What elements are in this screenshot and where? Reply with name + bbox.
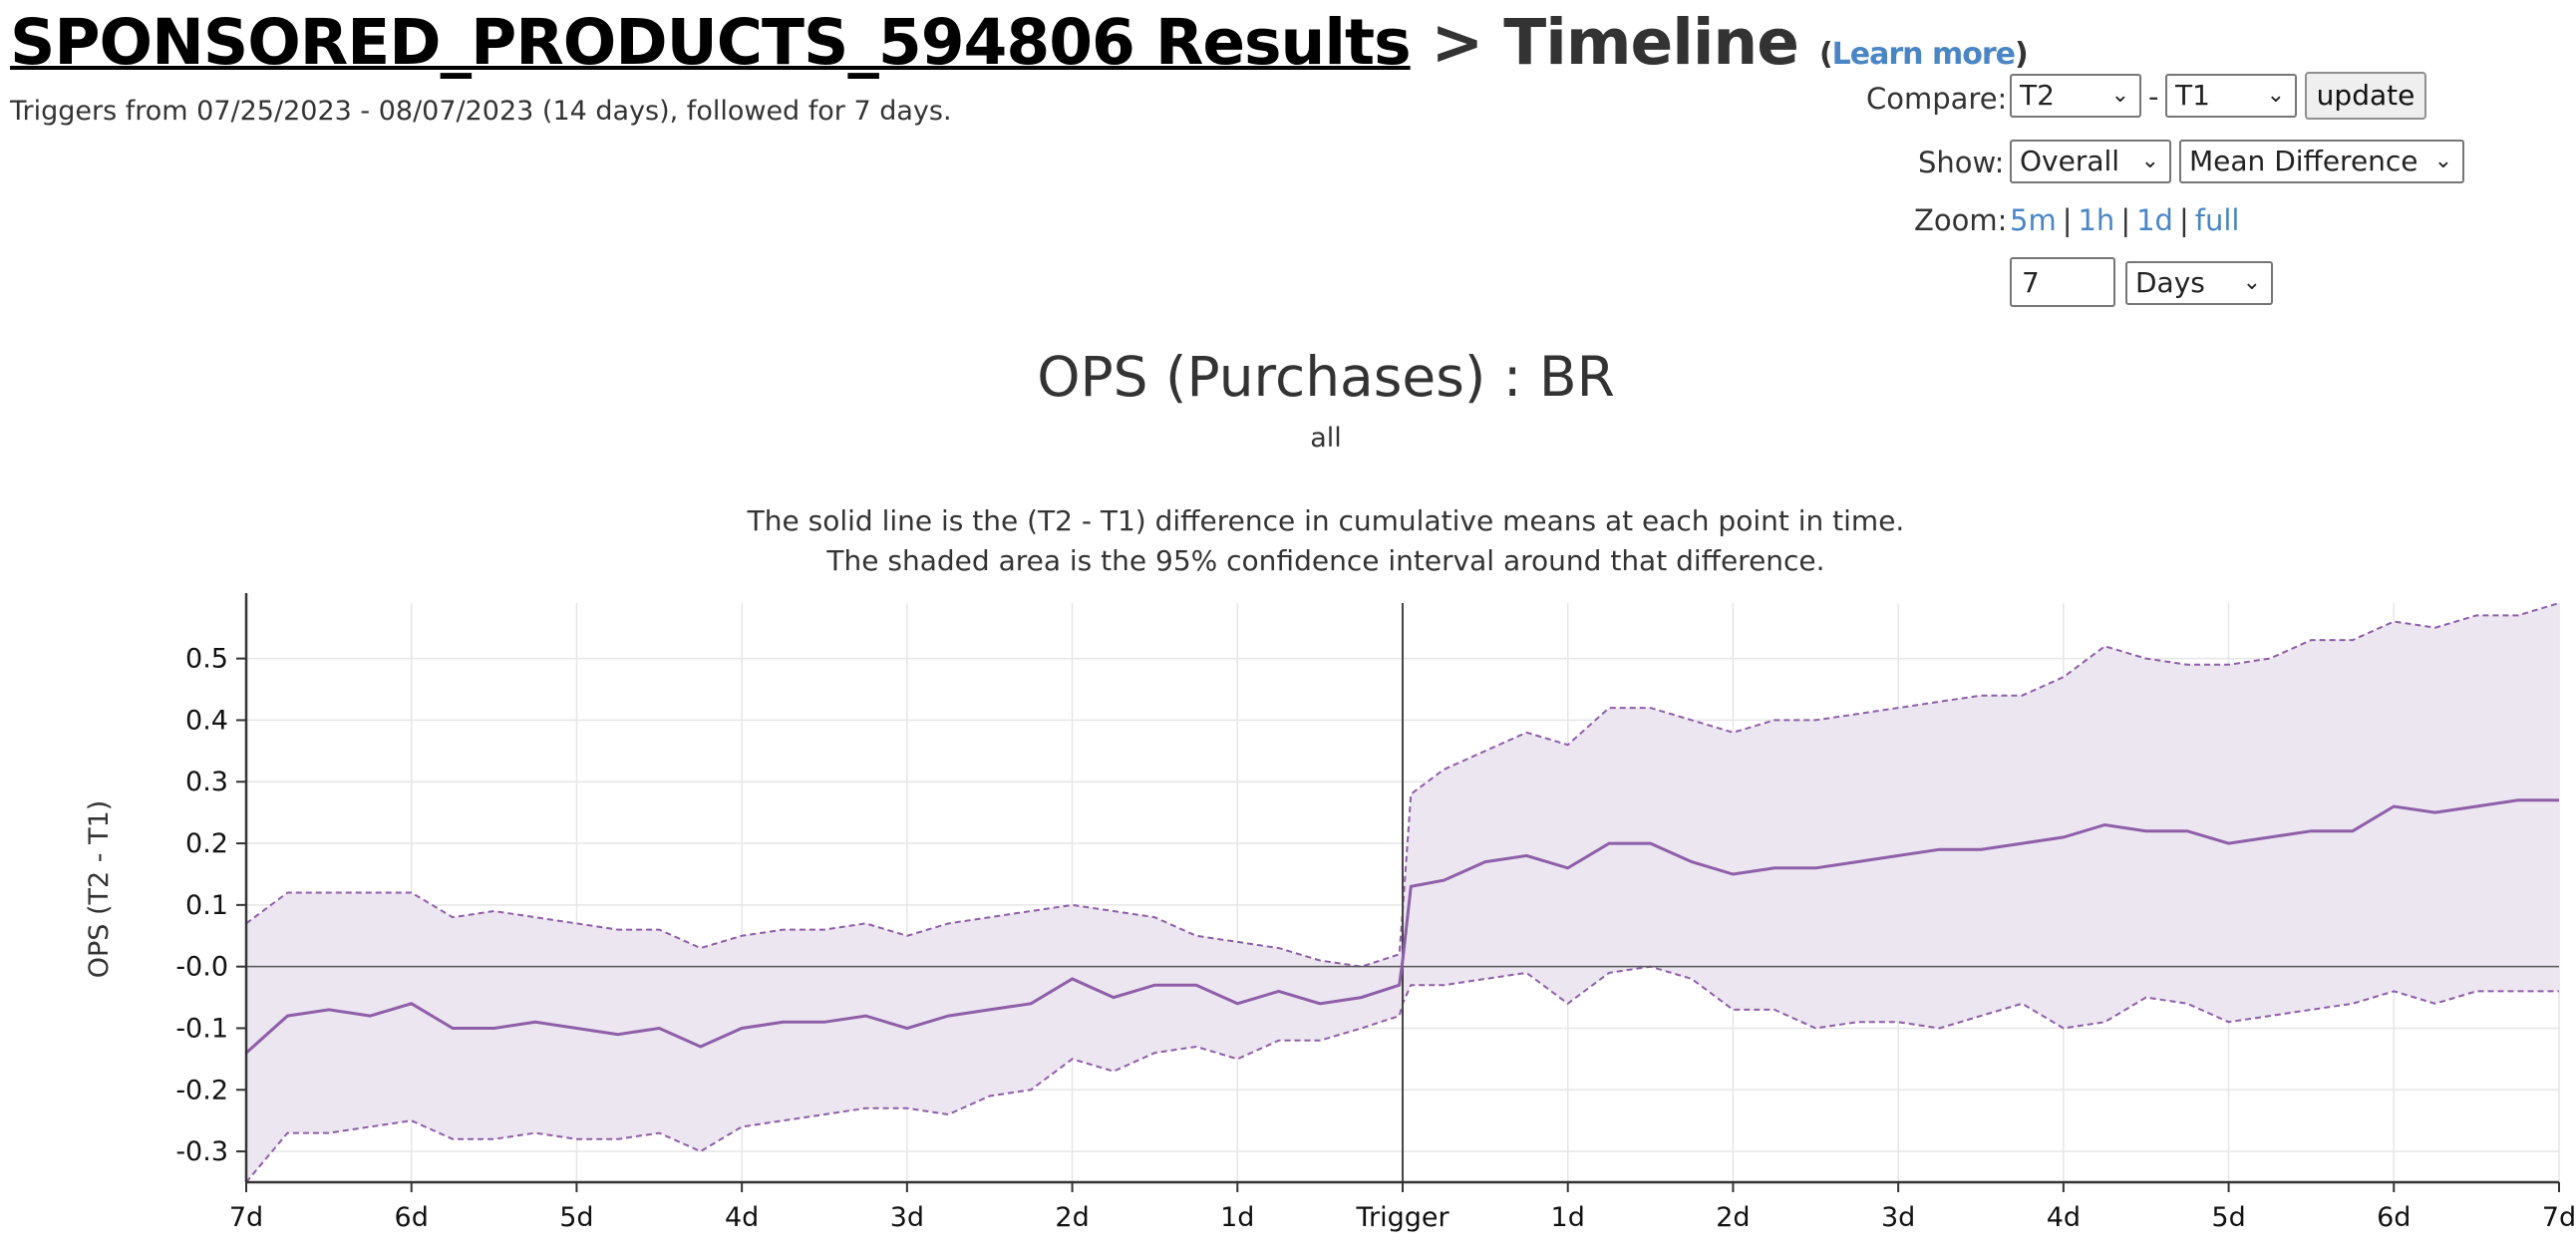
page-name: Timeline (1503, 6, 1799, 79)
zoom-5m-link[interactable]: 5m (2010, 203, 2057, 237)
y-tick-label: -0.1 (175, 1013, 228, 1044)
zoom-label: Zoom: (1914, 203, 2008, 237)
chevron-down-icon: ⌄ (2433, 149, 2452, 173)
y-tick-label: 0.4 (185, 705, 228, 736)
zoom-separator: | (2120, 203, 2131, 237)
show-scope-select[interactable]: Overall ⌄ (2010, 140, 2171, 183)
mean-difference-line (244, 798, 2559, 1055)
compare-separator: - (2148, 80, 2159, 114)
page-title: SPONSORED_PRODUCTS_594806 Results > Time… (10, 6, 2029, 79)
x-tick-label: 5d (559, 1202, 593, 1233)
duration-unit-value: Days (2135, 266, 2205, 299)
compare-label: Compare: (1866, 82, 2008, 116)
x-tick-label: 2d (1716, 1202, 1750, 1233)
zoom-1h-link[interactable]: 1h (2078, 203, 2115, 237)
duration-input[interactable] (2010, 257, 2115, 307)
zoom-options: 5m | 1h | 1d | full (2010, 203, 2239, 237)
chart-title: OPS (Purchases) : BR (1037, 345, 1615, 409)
compare-a-select[interactable]: T2 ⌄ (2010, 74, 2141, 118)
y-tick-label: 0.3 (185, 767, 228, 797)
timeline-chart[interactable]: -0.3 -0.2 -0.1 -0.0 0.1 0.2 0.3 0.4 0.5 7d 6d 5d 4d 3… (0, 588, 2576, 1256)
zoom-separator: | (2178, 203, 2189, 237)
x-tick-label: 6d (395, 1202, 429, 1233)
y-tick-label: -0.0 (175, 952, 228, 983)
x-tick-label: 6d (2377, 1202, 2411, 1233)
confidence-band (246, 603, 2559, 1182)
chevron-down-icon: ⌄ (2266, 83, 2285, 108)
x-tick-label: 4d (725, 1202, 759, 1233)
x-tick-label: 3d (1881, 1202, 1915, 1233)
show-label: Show: (1918, 146, 2005, 179)
chart-description-line: The solid line is the (T2 - T1) differen… (747, 504, 1905, 537)
y-tick-label: 0.2 (185, 828, 228, 859)
learn-more-open-paren: ( (1818, 37, 1833, 72)
x-tick-label: 7d (229, 1202, 263, 1233)
trigger-range-subtitle: Triggers from 07/25/2023 - 08/07/2023 (1… (10, 96, 952, 127)
y-tick-label: 0.1 (185, 890, 228, 921)
update-button[interactable]: update (2305, 72, 2426, 120)
learn-more-close-paren: ) (2014, 37, 2029, 72)
show-metric-select[interactable]: Mean Difference ⌄ (2179, 140, 2464, 183)
experiment-results-link[interactable]: SPONSORED_PRODUCTS_594806 Results (10, 6, 1412, 79)
zoom-full-link[interactable]: full (2194, 203, 2240, 237)
duration-unit-select[interactable]: Days ⌄ (2125, 261, 2273, 305)
x-tick-label: 3d (890, 1202, 924, 1233)
chevron-down-icon: ⌄ (2140, 149, 2159, 173)
x-tick-label: 5d (2211, 1202, 2245, 1233)
x-tick-label: 7d (2542, 1202, 2576, 1233)
compare-a-value: T2 (2020, 79, 2055, 112)
chart-description-line: The shaded area is the 95% confidence in… (826, 544, 1825, 577)
x-tick-label: 4d (2047, 1202, 2081, 1233)
y-tick-label: 0.5 (185, 644, 228, 675)
y-tick-label: -0.2 (175, 1075, 228, 1105)
chevron-down-icon: ⌄ (2242, 270, 2261, 295)
y-tick-label: -0.3 (175, 1136, 228, 1167)
learn-more-wrapper: (Learn more) (1818, 37, 2029, 72)
zoom-separator: | (2062, 203, 2073, 237)
x-tick-label: Trigger (1355, 1202, 1449, 1233)
chevron-down-icon: ⌄ (2110, 83, 2129, 108)
x-tick-label: 2d (1055, 1202, 1089, 1233)
x-tick-label: 1d (1551, 1202, 1585, 1233)
zoom-1d-link[interactable]: 1d (2136, 203, 2173, 237)
show-scope-value: Overall (2020, 145, 2120, 177)
learn-more-link[interactable]: Learn more (1831, 37, 2016, 72)
x-tick-label: 1d (1220, 1202, 1254, 1233)
chart-subtitle: all (1310, 423, 1342, 454)
compare-b-value: T1 (2175, 79, 2210, 112)
compare-b-select[interactable]: T1 ⌄ (2165, 74, 2297, 118)
breadcrumb-separator: > (1410, 6, 1504, 79)
y-axis-label: OPS (T2 - T1) (84, 800, 115, 979)
show-metric-value: Mean Difference (2189, 145, 2418, 177)
